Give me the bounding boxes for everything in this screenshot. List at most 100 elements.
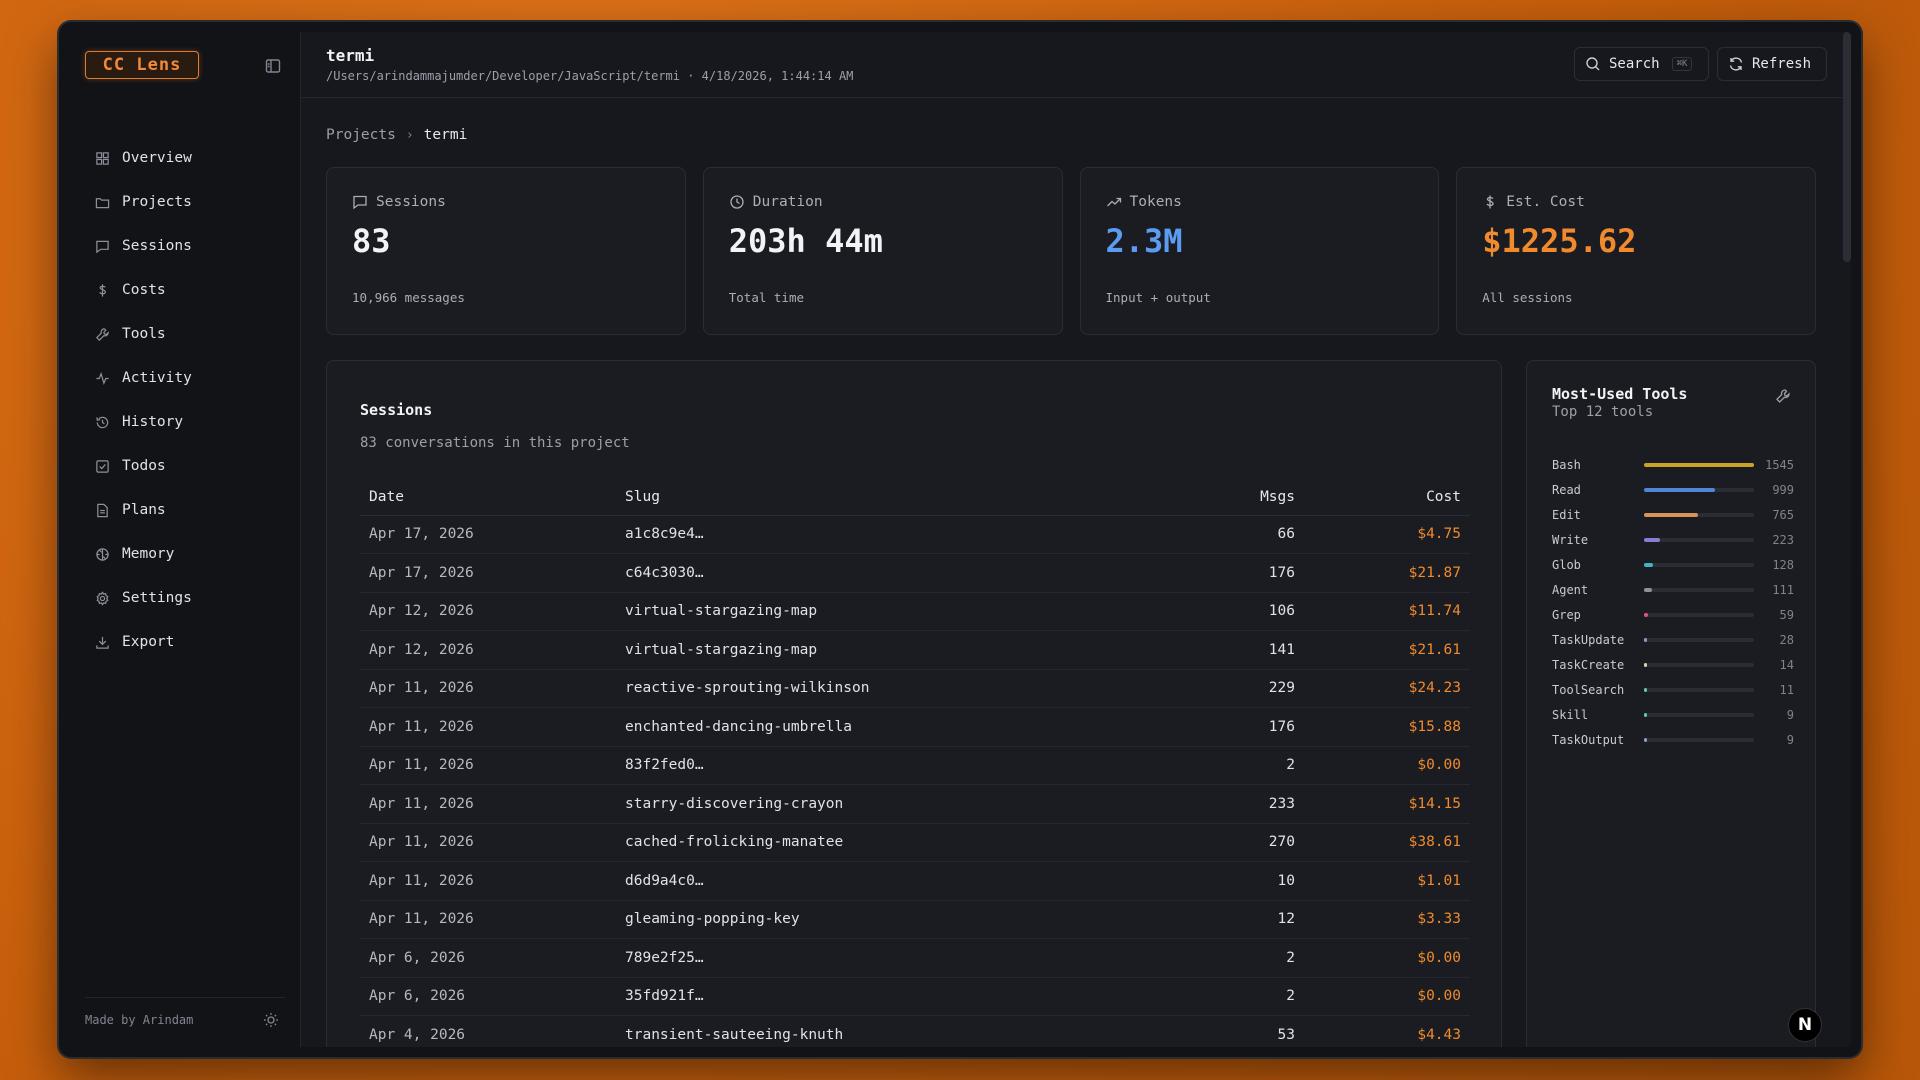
- cell-slug: d6d9a4c0…: [616, 861, 1174, 901]
- cell-cost: $38.61: [1304, 823, 1470, 862]
- cell-slug: transient-sauteeing-knuth: [616, 1015, 1174, 1047]
- table-row[interactable]: Apr 4, 2026 transient-sauteeing-knuth 53 $4…: [360, 1015, 1470, 1047]
- sessions-card-label: Sessions: [352, 194, 446, 210]
- tool-row: TaskUpdate 28: [1552, 627, 1794, 652]
- column-header-slug[interactable]: Slug: [616, 479, 1174, 516]
- clock-icon: [730, 195, 744, 209]
- wrench-icon: [1776, 389, 1790, 403]
- table-row[interactable]: Apr 12, 2026 virtual-stargazing-map 141 $21…: [360, 630, 1470, 670]
- cell-slug: 789e2f25…: [616, 938, 1174, 978]
- cell-msgs: 10: [1174, 861, 1304, 901]
- sessions-count: 83: [352, 222, 391, 260]
- tool-bar-track: [1644, 512, 1754, 517]
- cell-slug: starry-discovering-crayon: [616, 784, 1174, 824]
- sidebar-item-memory[interactable]: Memory: [85, 532, 285, 576]
- sidebar-item-export[interactable]: Export: [85, 620, 285, 664]
- sessions-title: Sessions: [360, 401, 433, 419]
- cell-cost: $21.87: [1304, 553, 1470, 593]
- table-row[interactable]: Apr 11, 2026 starry-discovering-crayon 233…: [360, 784, 1470, 824]
- tool-name: ToolSearch: [1552, 682, 1625, 697]
- sidebar-item-overview[interactable]: Overview: [85, 136, 285, 180]
- sidebar-item-history[interactable]: History: [85, 400, 285, 444]
- tool-row: Grep 59: [1552, 602, 1794, 627]
- tool-bar-track: [1644, 662, 1754, 667]
- dollar-icon: [99, 283, 106, 297]
- tool-row: TaskCreate 14: [1552, 652, 1794, 677]
- table-row[interactable]: Apr 12, 2026 virtual-stargazing-map 106 $11…: [360, 592, 1470, 631]
- tool-bar-track: [1644, 587, 1754, 592]
- sidebar-item-label: Overview: [122, 150, 192, 166]
- sidebar-item-settings[interactable]: Settings: [85, 576, 285, 620]
- cell-date: Apr 12, 2026: [360, 592, 616, 631]
- top-bar: termi /Users/arindammajumder/Developer/J…: [301, 32, 1851, 98]
- tool-bar-fill: [1644, 712, 1648, 717]
- tool-row: Agent 111: [1552, 577, 1794, 602]
- cell-slug: reactive-sprouting-wilkinson: [616, 669, 1174, 708]
- cell-cost: $21.61: [1304, 630, 1470, 670]
- column-header-cost[interactable]: Cost: [1304, 479, 1470, 516]
- tool-name: TaskUpdate: [1552, 632, 1625, 647]
- cell-msgs: 141: [1174, 630, 1304, 670]
- cell-msgs: 176: [1174, 707, 1304, 747]
- footer-credit: Made by Arindam: [85, 1012, 194, 1027]
- table-header-row: Date Slug Msgs Cost: [360, 479, 1470, 516]
- tool-bar-fill: [1644, 637, 1648, 642]
- table-row[interactable]: Apr 17, 2026 c64c3030… 176 $21.87: [360, 553, 1470, 593]
- table-row[interactable]: Apr 11, 2026 enchanted-dancing-umbrella 17…: [360, 707, 1470, 747]
- tool-list: Bash 1545 Read 999 Edit 765 Write 223 Glob 128 Age…: [1552, 452, 1794, 752]
- sidebar-item-activity[interactable]: Activity: [85, 356, 285, 400]
- folder-icon: [95, 197, 110, 208]
- sidebar-item-label: Activity: [122, 370, 192, 386]
- table-row[interactable]: Apr 11, 2026 reactive-sprouting-wilkinson…: [360, 669, 1470, 708]
- cell-cost: $3.33: [1304, 900, 1470, 939]
- next-badge[interactable]: N: [1788, 1008, 1822, 1042]
- tool-name: Edit: [1552, 507, 1581, 522]
- table-row[interactable]: Apr 11, 2026 d6d9a4c0… 10 $1.01: [360, 861, 1470, 901]
- tool-bar-track: [1644, 487, 1754, 492]
- sidebar-item-projects[interactable]: Projects: [85, 180, 285, 224]
- wrench-icon: [96, 327, 109, 341]
- breadcrumb: Projects › termi: [326, 127, 467, 143]
- table-row[interactable]: Apr 11, 2026 gleaming-popping-key 12 $3.33: [360, 900, 1470, 939]
- tool-row: TaskOutput 9: [1552, 727, 1794, 752]
- refresh-icon: [1729, 57, 1743, 71]
- sidebar-item-todos[interactable]: Todos: [85, 444, 285, 488]
- breadcrumb-projects-link[interactable]: Projects: [326, 127, 396, 143]
- sidebar-item-label: Todos: [122, 458, 166, 474]
- download-icon: [96, 636, 109, 649]
- tool-name: Grep: [1552, 607, 1581, 622]
- table-row[interactable]: Apr 11, 2026 cached-frolicking-manatee 270…: [360, 823, 1470, 862]
- tool-row: Write 223: [1552, 527, 1794, 552]
- cell-slug: gleaming-popping-key: [616, 900, 1174, 939]
- refresh-button[interactable]: Refresh: [1717, 47, 1827, 81]
- column-header-msgs[interactable]: Msgs: [1174, 479, 1304, 516]
- table-row[interactable]: Apr 17, 2026 a1c8c9e4… 66 $4.75: [360, 515, 1470, 554]
- sidebar-item-costs[interactable]: Costs: [85, 268, 285, 312]
- cell-slug: c64c3030…: [616, 553, 1174, 593]
- sidebar-item-sessions[interactable]: Sessions: [85, 224, 285, 268]
- sidebar-item-label: Costs: [122, 282, 166, 298]
- cell-msgs: 106: [1174, 592, 1304, 631]
- table-row[interactable]: Apr 6, 2026 789e2f25… 2 $0.00: [360, 938, 1470, 978]
- table-row[interactable]: Apr 11, 2026 83f2fed0… 2 $0.00: [360, 746, 1470, 785]
- tool-bar-fill: [1644, 462, 1754, 467]
- sidebar-collapse-icon[interactable]: [265, 58, 281, 74]
- table-row[interactable]: Apr 6, 2026 35fd921f… 2 $0.00: [360, 977, 1470, 1016]
- tool-count: 765: [1772, 507, 1794, 522]
- cell-msgs: 53: [1174, 1015, 1304, 1047]
- project-path: /Users/arindammajumder/Developer/JavaScr…: [326, 69, 854, 83]
- tool-count: 14: [1779, 657, 1794, 672]
- sidebar-item-label: Projects: [122, 194, 192, 210]
- sidebar-item-tools[interactable]: Tools: [85, 312, 285, 356]
- tool-bar-fill: [1644, 487, 1716, 492]
- app-logo[interactable]: CC Lens: [85, 51, 199, 79]
- sun-icon[interactable]: [263, 1012, 279, 1028]
- search-button[interactable]: Search ⌘K: [1574, 47, 1709, 81]
- sidebar-item-plans[interactable]: Plans: [85, 488, 285, 532]
- scrollbar[interactable]: [1843, 32, 1851, 262]
- card-label-text: Tokens: [1129, 194, 1182, 210]
- search-shortcut: ⌘K: [1671, 57, 1693, 71]
- dollar-icon: [1486, 195, 1494, 209]
- column-header-date[interactable]: Date: [360, 479, 616, 516]
- cell-slug: virtual-stargazing-map: [616, 592, 1174, 631]
